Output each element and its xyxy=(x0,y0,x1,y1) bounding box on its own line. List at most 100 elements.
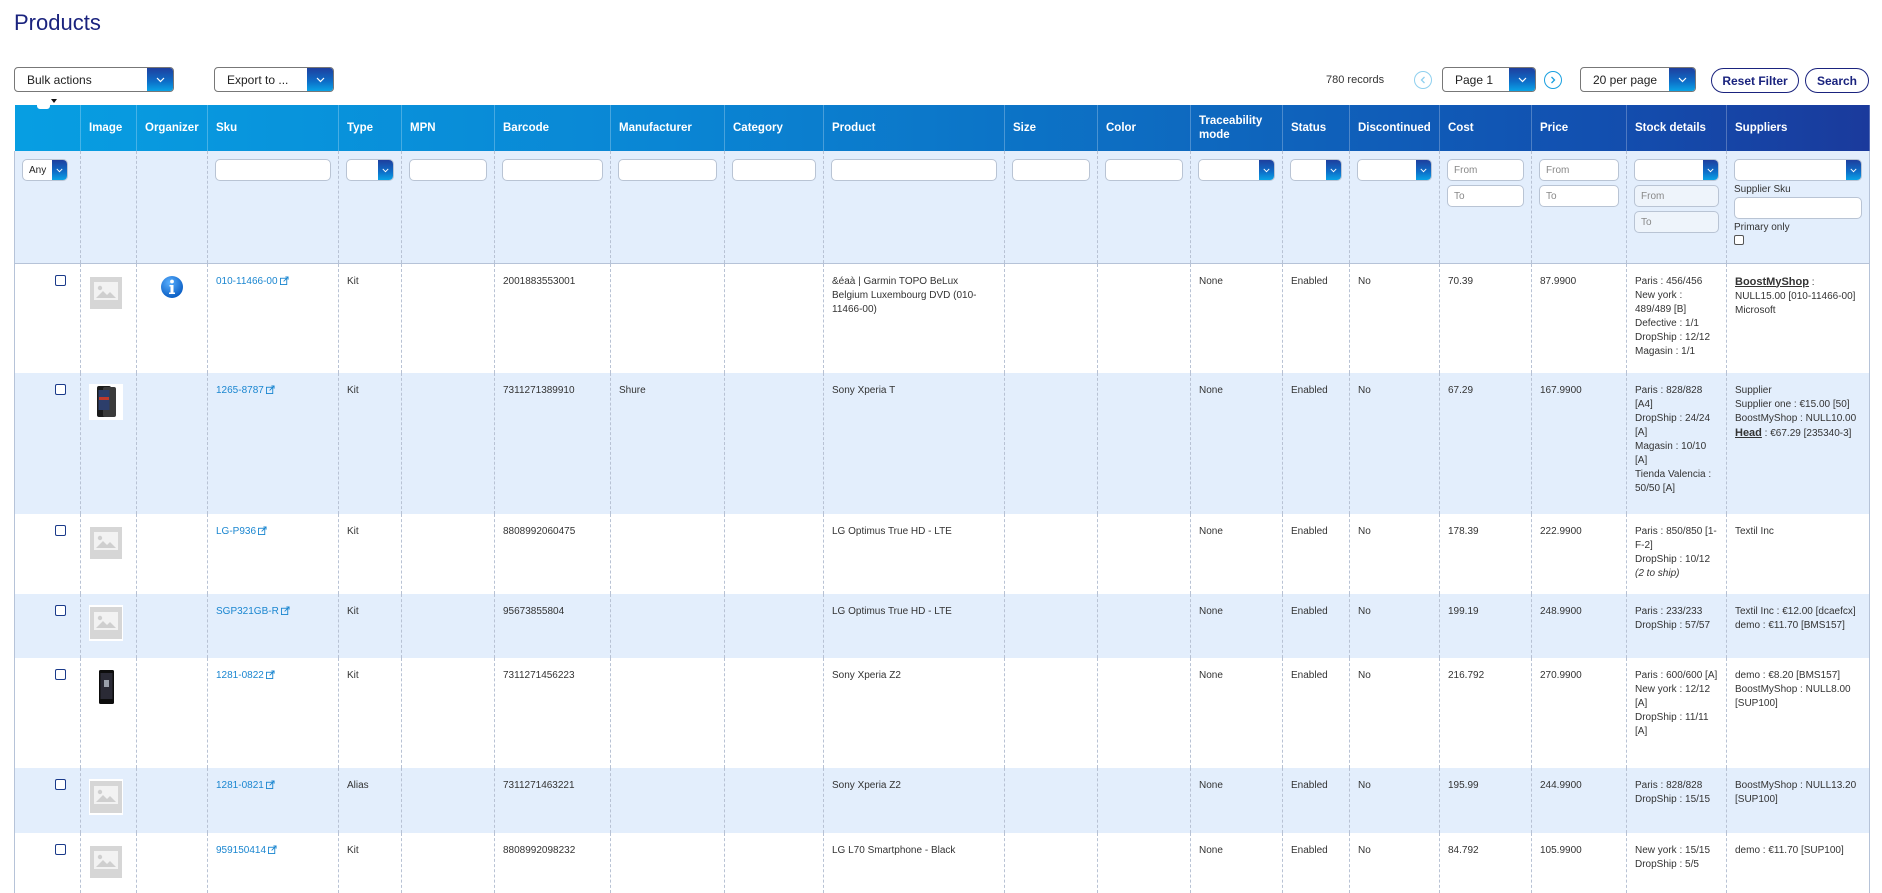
reset-filter-button[interactable]: Reset Filter xyxy=(1711,68,1799,93)
primary-only-label: Primary only xyxy=(1734,222,1790,233)
suppliers-cell: Supplier Supplier one : €15.00 [50] BoostM… xyxy=(1726,373,1870,514)
cost-from-input[interactable]: From xyxy=(1447,159,1524,181)
column-header-stock-details[interactable]: Stock details xyxy=(1626,105,1727,151)
selection-filter-select[interactable]: Any xyxy=(22,159,68,181)
barcode-filter-input[interactable] xyxy=(502,159,603,181)
column-header-traceability[interactable]: Traceability mode xyxy=(1190,105,1283,151)
product-name-cell: LG Optimus True HD - LTE xyxy=(823,594,1005,658)
type-filter-select[interactable] xyxy=(346,159,394,181)
column-header-status[interactable]: Status xyxy=(1282,105,1350,151)
column-header-price[interactable]: Price xyxy=(1531,105,1627,151)
external-link-icon[interactable] xyxy=(264,780,275,791)
discontinued-filter-select[interactable] xyxy=(1357,159,1432,181)
traceability-cell: None xyxy=(1190,373,1283,514)
chevron-down-icon xyxy=(1669,68,1695,91)
sku-link[interactable]: LG-P936 xyxy=(216,526,257,537)
sku-filter-input[interactable] xyxy=(215,159,331,181)
records-count: 780 records xyxy=(1326,74,1385,86)
mpn-filter-input[interactable] xyxy=(409,159,487,181)
search-button[interactable]: Search xyxy=(1805,68,1869,93)
sku-link[interactable]: 959150414 xyxy=(216,845,267,856)
row-checkbox[interactable] xyxy=(55,525,66,536)
cost-to-input[interactable]: To xyxy=(1447,185,1524,207)
stock-to-input[interactable]: To xyxy=(1634,211,1719,233)
column-header-barcode[interactable]: Barcode xyxy=(494,105,611,151)
column-header-manufacturer[interactable]: Manufacturer xyxy=(610,105,725,151)
category-filter-input[interactable] xyxy=(732,159,816,181)
supplier-link[interactable]: Head xyxy=(1735,427,1762,439)
column-header-suppliers[interactable]: Suppliers xyxy=(1726,105,1870,151)
primary-only-checkbox[interactable] xyxy=(1734,235,1744,245)
sku-link[interactable]: 010-11466-00 xyxy=(216,275,278,287)
type-cell: Kit xyxy=(338,833,402,893)
status-filter-select[interactable] xyxy=(1290,159,1342,181)
row-checkbox[interactable] xyxy=(55,384,66,395)
column-header-category[interactable]: Category xyxy=(724,105,824,151)
stock-line: Paris : 828/828 xyxy=(1635,780,1703,791)
color-filter-input[interactable] xyxy=(1105,159,1183,181)
per-page-label: 20 per page xyxy=(1593,72,1658,87)
stock-details-cell: Paris : 850/850 [1-F-2] DropShip : 10/12 (… xyxy=(1626,514,1727,594)
prev-page-button[interactable] xyxy=(1414,71,1432,89)
sku-link[interactable]: 1281-0822 xyxy=(216,670,264,681)
stock-line: DropShip : 5/5 xyxy=(1635,859,1699,870)
column-header-type[interactable]: Type xyxy=(338,105,402,151)
column-header-image[interactable]: Image xyxy=(80,105,137,151)
product-filter-input[interactable] xyxy=(831,159,997,181)
row-checkbox[interactable] xyxy=(55,274,66,286)
product-photo[interactable] xyxy=(94,385,118,419)
external-link-icon[interactable] xyxy=(266,845,277,856)
chevron-down-icon xyxy=(378,160,393,180)
supplier-line: BoostMyShop : NULL10.00 xyxy=(1735,413,1857,424)
sku-link[interactable]: SGP321GB-R xyxy=(216,606,279,617)
external-link-icon[interactable] xyxy=(264,385,275,396)
color-cell xyxy=(1097,658,1191,768)
stock-line: DropShip : 11/11 [A] xyxy=(1635,712,1709,737)
per-page-select[interactable]: 20 per page xyxy=(1580,67,1696,92)
next-page-button[interactable] xyxy=(1544,71,1562,89)
traceability-cell: None xyxy=(1190,658,1283,768)
page-select[interactable]: Page 1 xyxy=(1442,67,1536,92)
info-icon[interactable] xyxy=(160,275,184,299)
supplier-link[interactable]: BoostMyShop xyxy=(1735,275,1809,288)
row-checkbox[interactable] xyxy=(55,779,66,790)
column-header-color[interactable]: Color xyxy=(1097,105,1191,151)
traceability-filter-select[interactable] xyxy=(1198,159,1275,181)
stock-filter-select[interactable] xyxy=(1634,159,1719,181)
stock-line: DropShip : 24/24 [A] xyxy=(1635,413,1711,438)
manufacturer-filter-input[interactable] xyxy=(618,159,717,181)
external-link-icon[interactable] xyxy=(264,670,275,681)
select-all-checkbox[interactable] xyxy=(37,96,51,109)
supplier-filter-select[interactable] xyxy=(1734,159,1862,181)
column-header-cost[interactable]: Cost xyxy=(1439,105,1532,151)
bulk-actions-select[interactable]: Bulk actions xyxy=(14,67,174,92)
column-header-discontinued[interactable]: Discontinued xyxy=(1349,105,1440,151)
chevron-right-icon xyxy=(1551,76,1556,84)
caret-down-icon[interactable] xyxy=(51,99,58,103)
row-checkbox[interactable] xyxy=(55,605,66,616)
external-link-icon[interactable] xyxy=(279,606,290,617)
cost-cell: 178.39 xyxy=(1439,514,1532,594)
barcode-cell: 7311271463221 xyxy=(494,768,611,833)
price-cell: 87.9900 xyxy=(1531,263,1627,373)
cost-cell: 216.792 xyxy=(1439,658,1532,768)
product-photo[interactable] xyxy=(94,670,118,704)
price-from-input[interactable]: From xyxy=(1539,159,1619,181)
row-checkbox[interactable] xyxy=(55,669,66,680)
external-link-icon[interactable] xyxy=(278,275,289,287)
column-header-product[interactable]: Product xyxy=(823,105,1005,151)
row-checkbox[interactable] xyxy=(55,844,66,855)
export-to-select[interactable]: Export to ... xyxy=(214,67,334,92)
sku-link[interactable]: 1281-0821 xyxy=(216,780,264,791)
sku-link[interactable]: 1265-8787 xyxy=(216,385,264,396)
external-link-icon[interactable] xyxy=(256,526,267,537)
column-header-sku[interactable]: Sku xyxy=(207,105,339,151)
size-filter-input[interactable] xyxy=(1012,159,1090,181)
select-all-header[interactable] xyxy=(14,96,81,151)
column-header-size[interactable]: Size xyxy=(1004,105,1098,151)
stock-from-input[interactable]: From xyxy=(1634,185,1719,207)
column-header-mpn[interactable]: MPN xyxy=(401,105,495,151)
supplier-sku-input[interactable] xyxy=(1734,197,1862,219)
price-to-input[interactable]: To xyxy=(1539,185,1619,207)
column-header-organizer[interactable]: Organizer xyxy=(136,105,208,151)
